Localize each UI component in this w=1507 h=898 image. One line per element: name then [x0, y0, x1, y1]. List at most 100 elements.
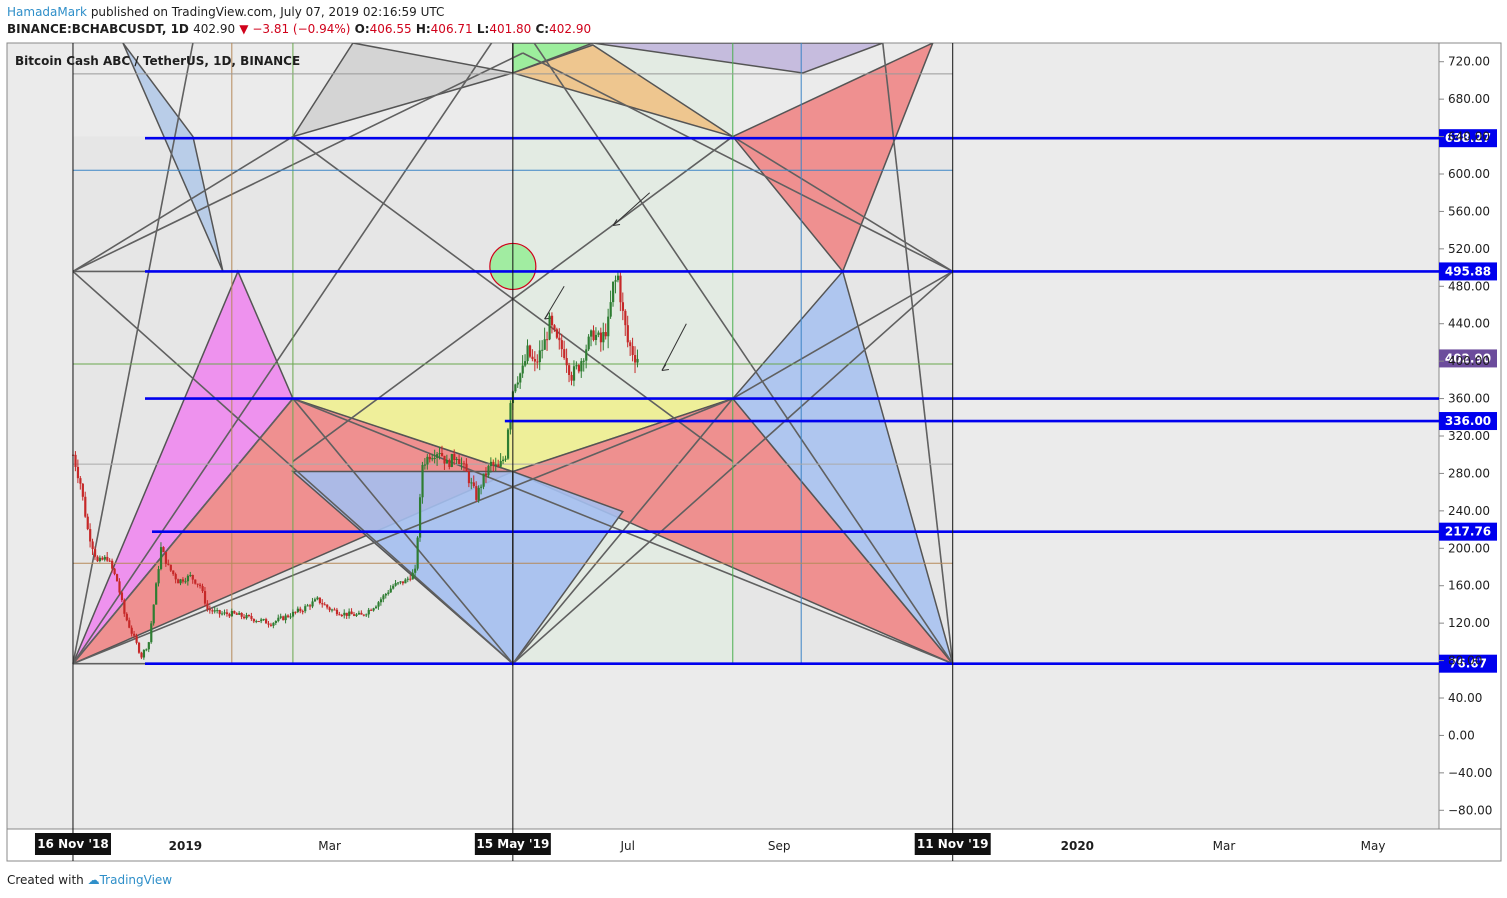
time-axis[interactable] — [6, 828, 1502, 862]
candle-body — [296, 608, 299, 612]
candle-body — [387, 592, 390, 594]
candle-body — [223, 612, 226, 614]
y-tick-label: 120.00 — [1448, 616, 1490, 630]
candle-body — [448, 460, 451, 467]
date-marker-tag — [914, 833, 991, 855]
candle-body — [436, 454, 439, 458]
price-level-label: 217.76 — [1445, 525, 1491, 539]
candle-body — [480, 486, 483, 488]
candle-body — [404, 579, 407, 584]
annotation-arrowhead — [661, 364, 669, 371]
candle-body — [502, 459, 505, 462]
candle-body — [377, 602, 380, 607]
candle-body — [487, 466, 490, 476]
candle-body — [550, 315, 554, 326]
candle-body — [181, 579, 185, 582]
chart-title: Bitcoin Cash ABC / TetherUS, 1D, BINANCE — [15, 54, 300, 68]
y-tick-label: 280.00 — [1448, 466, 1490, 480]
candle-body — [509, 403, 512, 430]
candle-body — [594, 334, 598, 341]
tradingview-brand[interactable]: TradingView — [99, 873, 173, 887]
candle-body — [338, 614, 341, 616]
current-price-tag — [1439, 349, 1497, 368]
vertical-date-markers: 16 Nov '18 15 May '19 11 Nov '19 — [34, 43, 991, 861]
candle-body — [348, 611, 351, 616]
candle-body — [585, 349, 588, 361]
y-tick-label: 480.00 — [1448, 279, 1490, 293]
candle-body — [499, 461, 502, 467]
tradingview-logo-icon[interactable]: ☁ — [87, 873, 100, 887]
candle-body — [616, 275, 620, 281]
candle-body — [462, 463, 466, 465]
candle-body — [423, 464, 427, 466]
y-tick-label: 640.00 — [1448, 130, 1490, 144]
horizontal-levels: 638.27 495.88 336.00 217.76 76.67 402.90 — [145, 129, 1497, 673]
price-level-label: 76.67 — [1449, 657, 1487, 671]
date-marker-tag — [34, 833, 111, 855]
candle-body — [279, 616, 282, 618]
date-marker-label: 16 Nov '18 — [37, 837, 109, 851]
candle-body — [477, 487, 480, 500]
candle-body — [115, 574, 119, 582]
candle-body — [570, 375, 573, 381]
candle-body — [309, 605, 312, 607]
date-marker-label: 15 May '19 — [476, 837, 549, 851]
price-level-label: 495.88 — [1445, 264, 1491, 278]
candle-body — [489, 461, 493, 467]
candle-body — [602, 332, 605, 343]
candle-body — [272, 622, 275, 626]
candle-body — [267, 623, 270, 625]
candle-body — [607, 316, 610, 337]
candle-body — [392, 585, 395, 589]
candle-body — [428, 456, 431, 460]
candle-body — [101, 557, 104, 560]
candle-body — [372, 608, 375, 611]
candle-body — [365, 614, 368, 616]
candle-body — [519, 373, 522, 383]
y-tick-label: 40.00 — [1448, 691, 1482, 705]
candle-body — [494, 464, 497, 466]
candle-body — [636, 358, 639, 363]
candle-body — [524, 361, 527, 366]
candle-body — [421, 465, 424, 498]
candle-body — [247, 615, 251, 617]
price-level-tag — [1439, 522, 1497, 541]
x-tick-label: Mar — [1213, 839, 1236, 853]
candle-body — [516, 382, 519, 385]
candle-body — [230, 611, 234, 617]
candle-body — [184, 581, 187, 583]
candle-body — [140, 652, 143, 658]
candle-body — [108, 560, 111, 562]
candle-body — [157, 569, 160, 584]
annotation-arrow — [612, 192, 651, 226]
candle-body — [484, 473, 488, 476]
symbol-label: BINANCE:BCHABCUSDT, 1D — [7, 22, 189, 36]
low-label: L: — [476, 22, 490, 36]
y-tick-label: 0.00 — [1448, 728, 1475, 742]
date-marker-tag — [474, 833, 551, 855]
candle-body — [255, 621, 258, 623]
candle-body — [206, 603, 209, 610]
candle-body — [201, 586, 204, 592]
candle-body — [401, 581, 405, 584]
close-value: 402.90 — [549, 22, 592, 36]
candle-body — [565, 357, 568, 366]
candle-body — [374, 606, 378, 609]
author-link[interactable]: HamadaMark — [7, 5, 87, 19]
candle-body — [612, 281, 615, 303]
candle-body — [528, 345, 532, 357]
candle-body — [345, 612, 348, 616]
gann-fan-line — [72, 135, 294, 273]
y-tick-label: 560.00 — [1448, 204, 1490, 218]
candle-body — [172, 570, 175, 575]
y-tick-label: 680.00 — [1448, 92, 1490, 106]
candle-body — [563, 349, 566, 358]
candle-body — [465, 463, 468, 472]
y-tick-label: 160.00 — [1448, 579, 1490, 593]
candle-body — [328, 607, 331, 611]
candle-body — [252, 618, 256, 622]
candle-body — [128, 620, 131, 628]
candle-body — [233, 611, 236, 614]
candle-body — [409, 578, 412, 580]
